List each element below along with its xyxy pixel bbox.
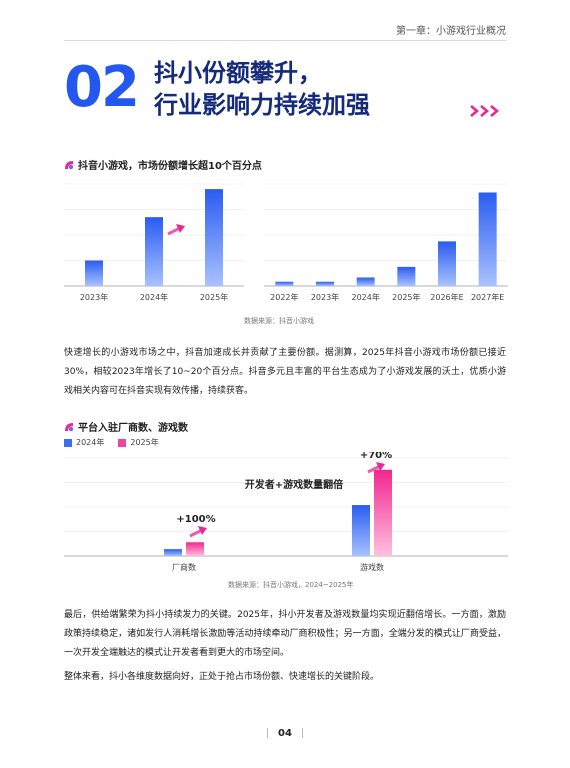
legend-swatch-blue	[64, 438, 72, 447]
bar	[205, 189, 223, 286]
legend-label-2025: 2025年	[130, 438, 159, 447]
x-tick-label: 2025年	[392, 292, 420, 302]
x-tick-label: 游戏数	[360, 562, 384, 572]
growth-arrowhead-icon	[376, 462, 385, 471]
footer-divider-left	[267, 728, 269, 738]
bar	[478, 192, 497, 286]
bar	[186, 542, 204, 556]
bar	[374, 469, 392, 556]
legend-item-2024: 2024年	[64, 437, 104, 448]
chart3-legend: 2024年 2025年	[64, 437, 159, 448]
bar	[397, 266, 416, 286]
market-share-chart: 2023年 2024年 2025年	[64, 183, 244, 302]
page-footer: 04	[0, 728, 570, 739]
bar	[356, 277, 375, 286]
growth-arrow-icon	[189, 528, 203, 538]
running-header: 第一章：小游戏行业概况	[396, 26, 506, 37]
paragraph-3: 整体来看，抖小各维度数据向好，正处于抢占市场份额、快速增长的关键阶段。	[64, 672, 380, 682]
chapter-number: 02	[64, 55, 140, 120]
growth-label-games: +70%	[360, 452, 392, 461]
bar	[145, 217, 163, 286]
chapter-title-line2: 行业影响力持续加强	[154, 91, 370, 119]
section-bullet-icon	[65, 160, 74, 169]
footer-divider-right	[301, 728, 303, 738]
paragraph-2: 最后，供给端繁荣为抖小持续发力的关键。2025年，抖小开发者及游戏数量均实现近翻…	[64, 610, 506, 658]
growth-arrowhead-icon	[176, 224, 185, 233]
x-tick-label: 2026年E	[430, 292, 463, 302]
bar	[85, 260, 103, 286]
growth-arrowhead-icon	[198, 526, 207, 535]
chevron-arrows-icon	[470, 105, 500, 117]
page-number: 04	[278, 728, 292, 739]
bar	[164, 549, 182, 556]
x-tick-label: 2022年	[270, 292, 298, 302]
header-rule	[64, 40, 506, 41]
chart-annotation: 开发者+游戏数量翻倍	[245, 478, 343, 491]
x-tick-label: 2025年	[200, 292, 228, 302]
bar	[352, 505, 370, 556]
x-tick-label: 厂商数	[172, 562, 196, 572]
paragraph-1: 快速增长的小游戏市场之中，抖音加速成长并贡献了主要份额。据测算，2025年抖音小…	[64, 348, 506, 396]
source-note-1: 数据来源：抖音小游戏	[244, 317, 314, 325]
bar	[438, 241, 456, 286]
platform-developers-games-chart: 厂商数 游戏数 +100% +70% 开发者+游戏数量翻倍	[64, 452, 508, 572]
x-tick-label: 2023年	[311, 292, 339, 302]
growth-arrow-icon	[167, 226, 181, 236]
legend-swatch-pink	[118, 438, 127, 447]
x-tick-label: 2024年	[140, 292, 168, 302]
market-size-chart: 2022年 2023年 2024年 2025年 2026年E 2027年E	[264, 183, 508, 302]
bar	[316, 281, 334, 286]
growth-arrow-icon	[367, 464, 381, 474]
legend-label-2024: 2024年	[76, 438, 105, 447]
section1-title-text: 抖音小游戏，市场份额增长超10个百分点	[78, 161, 262, 172]
section-bullet-icon	[65, 422, 74, 431]
section2-title-text: 平台入驻厂商数、游戏数	[78, 423, 188, 434]
x-tick-label: 2024年	[351, 292, 379, 302]
legend-item-2025: 2025年	[118, 437, 159, 448]
x-tick-label: 2023年	[80, 292, 108, 302]
section2-title: 平台入驻厂商数、游戏数	[64, 419, 188, 434]
growth-label-developers: +100%	[176, 514, 215, 525]
x-tick-label: 2027年E	[471, 292, 504, 302]
chapter-title-line1: 抖小份额攀升，	[154, 59, 322, 87]
section1-title: 抖音小游戏，市场份额增长超10个百分点	[64, 157, 262, 172]
bar	[275, 281, 294, 286]
source-note-2: 数据来源：抖音小游戏，2024~2025年	[228, 581, 354, 589]
